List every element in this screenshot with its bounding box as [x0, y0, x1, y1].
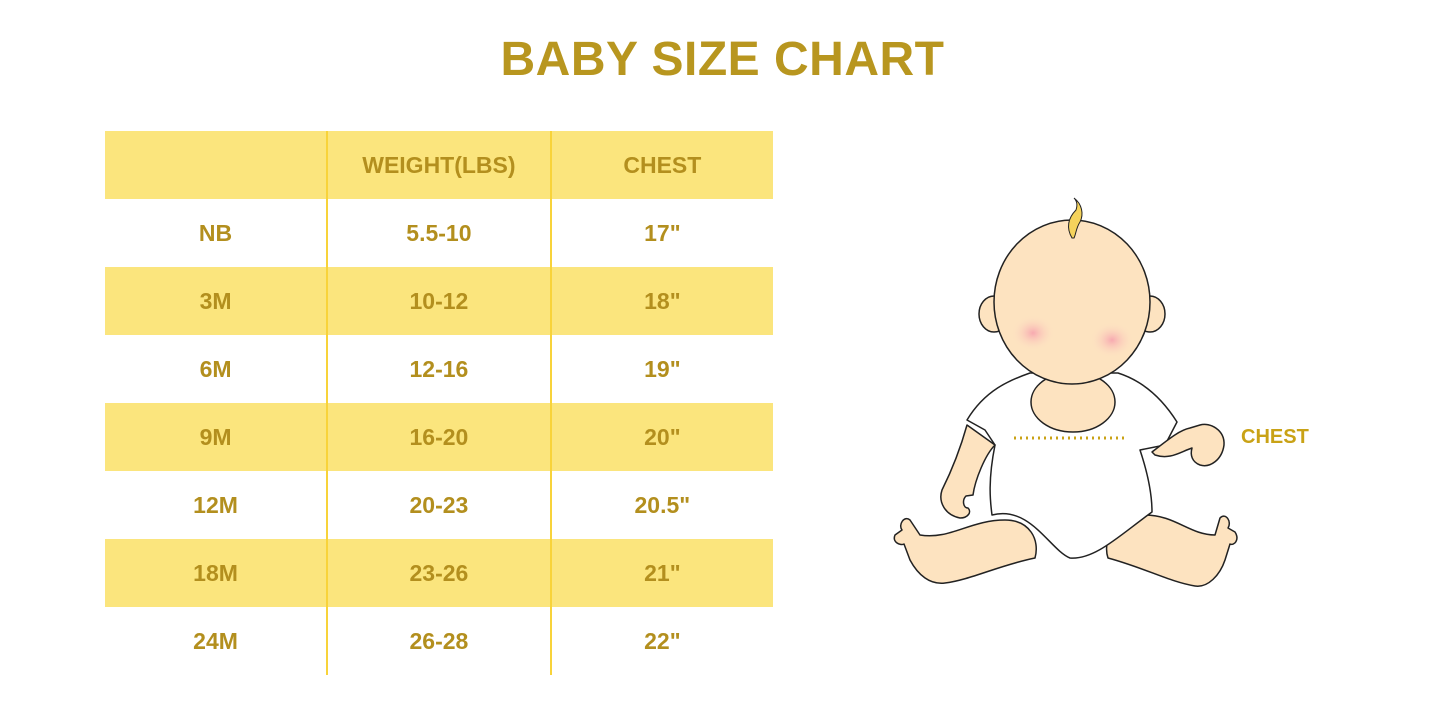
weight-cell: 23-26: [326, 539, 551, 607]
weight-cell: 10-12: [326, 267, 551, 335]
size-cell: NB: [198, 219, 233, 246]
table-row: 12M 20-23 20.5": [105, 471, 773, 539]
header-size: [105, 131, 327, 199]
left-leg: [893, 518, 1037, 584]
weight-cell: 26-28: [326, 607, 551, 675]
chest-cell: 18": [549, 267, 773, 335]
table-header-row: WEIGHT(LBS) CHEST: [105, 131, 773, 199]
right-arm: [1151, 423, 1225, 467]
weight-cell: 12-16: [326, 335, 551, 403]
chest-cell: 20.5": [549, 471, 773, 539]
head: [993, 219, 1151, 385]
left-arm: [940, 424, 996, 519]
shirt: [966, 372, 1178, 559]
header-weight: WEIGHT(LBS): [326, 131, 551, 199]
size-cell: 9M: [199, 423, 232, 450]
size-cell: 6M: [199, 355, 232, 382]
weight-cell: 16-20: [326, 403, 551, 471]
table-row: 24M 26-28 22": [105, 607, 773, 675]
weight-cell: 20-23: [326, 471, 551, 539]
right-leg: [1105, 514, 1238, 587]
table-row: NB 5.5-10 17": [105, 199, 773, 267]
chest-cell: 20": [549, 403, 773, 471]
chest-cell: 22": [549, 607, 773, 675]
table-row: 3M 10-12 18": [105, 267, 773, 335]
weight-cell: 5.5-10: [326, 199, 551, 267]
size-cell: 3M: [199, 287, 232, 314]
size-cell: 18M: [193, 559, 238, 586]
table-row: 18M 23-26 21": [105, 539, 773, 607]
chest-cell: 21": [549, 539, 773, 607]
page-title: BABY SIZE CHART: [500, 33, 945, 86]
size-table: WEIGHT(LBS) CHEST NB 5.5-10 17" 3M 10-12 18"…: [105, 131, 773, 675]
chest-label: CHEST: [1241, 426, 1309, 448]
table-row: 9M 16-20 20": [105, 403, 773, 471]
hair-curl-icon: [1068, 197, 1083, 239]
chest-cell: 17": [549, 199, 773, 267]
chest-cell: 19": [549, 335, 773, 403]
table-row: 6M 12-16 19": [105, 335, 773, 403]
baby-illustration: [893, 197, 1238, 587]
header-chest: CHEST: [549, 131, 773, 199]
size-cell: 12M: [193, 491, 238, 518]
size-cell: 24M: [193, 627, 238, 654]
